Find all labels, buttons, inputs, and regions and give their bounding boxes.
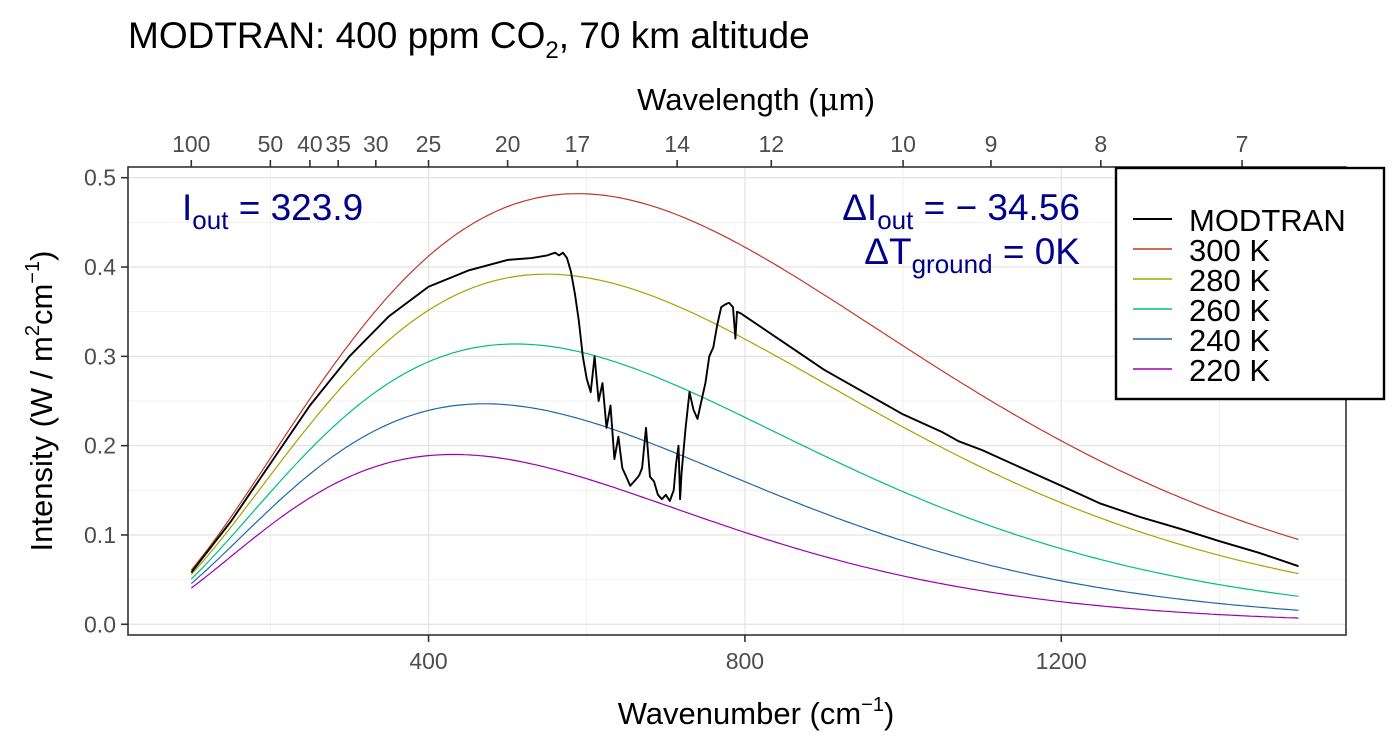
x-tick-label: 400: [409, 648, 447, 674]
top-tick-label: 25: [416, 131, 442, 157]
legend-box: [1114, 166, 1386, 401]
x-axis: 400 800 1200: [409, 635, 1087, 674]
x-axis-label: Wavenumber (cm−1): [618, 694, 895, 731]
y-tick-label: 0.3: [84, 343, 116, 369]
top-axis: 100 50 40 35 30 25 20 17 14 12 10 9 8 7: [172, 131, 1248, 167]
iout-annotation: Iout = 323.9: [182, 187, 363, 235]
series-300-k: [190, 193, 1299, 571]
x-tick-label: 1200: [1036, 648, 1087, 674]
series-modtran: [190, 251, 1299, 574]
series-group: [190, 193, 1299, 619]
top-tick-label: 7: [1236, 131, 1249, 157]
top-tick-label: 100: [172, 131, 210, 157]
y-axis-label: Intensity (W / m2cm−1): [22, 251, 59, 552]
y-tick-label: 0.0: [84, 611, 116, 637]
chart-title: MODTRAN: 400 ppm CO2, 70 km altitude: [128, 15, 810, 64]
series-280-k: [190, 273, 1299, 575]
top-axis-label: Wavelength (μm): [637, 82, 875, 118]
top-tick-label: 12: [758, 131, 784, 157]
top-tick-label: 9: [985, 131, 998, 157]
y-tick-label: 0.5: [84, 165, 116, 191]
x-tick-label: 800: [726, 648, 764, 674]
top-tick-label: 20: [495, 131, 521, 157]
top-tick-label: 17: [565, 131, 591, 157]
legend-label: 280 K: [1189, 263, 1270, 298]
legend-label: MODTRAN: [1189, 203, 1346, 238]
y-tick-label: 0.2: [84, 433, 116, 459]
delta-iout-annotation: ΔIout = − 34.56: [842, 187, 1080, 235]
delta-t-annotation: ΔTground = 0K: [864, 231, 1080, 279]
legend-label: 220 K: [1189, 353, 1270, 388]
y-tick-label: 0.1: [84, 522, 116, 548]
legend-label: 240 K: [1189, 323, 1270, 358]
top-tick-label: 10: [890, 131, 916, 157]
series-240-k: [190, 403, 1299, 611]
top-tick-label: 14: [664, 131, 690, 157]
series-260-k: [190, 343, 1299, 597]
top-tick-label: 35: [325, 131, 351, 157]
top-tick-label: 8: [1094, 131, 1107, 157]
legend-label: 300 K: [1189, 233, 1270, 268]
legend-label: 260 K: [1189, 293, 1270, 328]
top-tick-label: 50: [258, 131, 284, 157]
series-220-k: [190, 453, 1299, 619]
y-axis: 0.0 0.1 0.2 0.3 0.4 0.5: [84, 165, 128, 637]
top-tick-label: 30: [363, 131, 389, 157]
y-tick-label: 0.4: [84, 254, 116, 280]
top-tick-label: 40: [297, 131, 323, 157]
grid-major: [128, 167, 1346, 635]
plot-border: [127, 166, 1347, 636]
